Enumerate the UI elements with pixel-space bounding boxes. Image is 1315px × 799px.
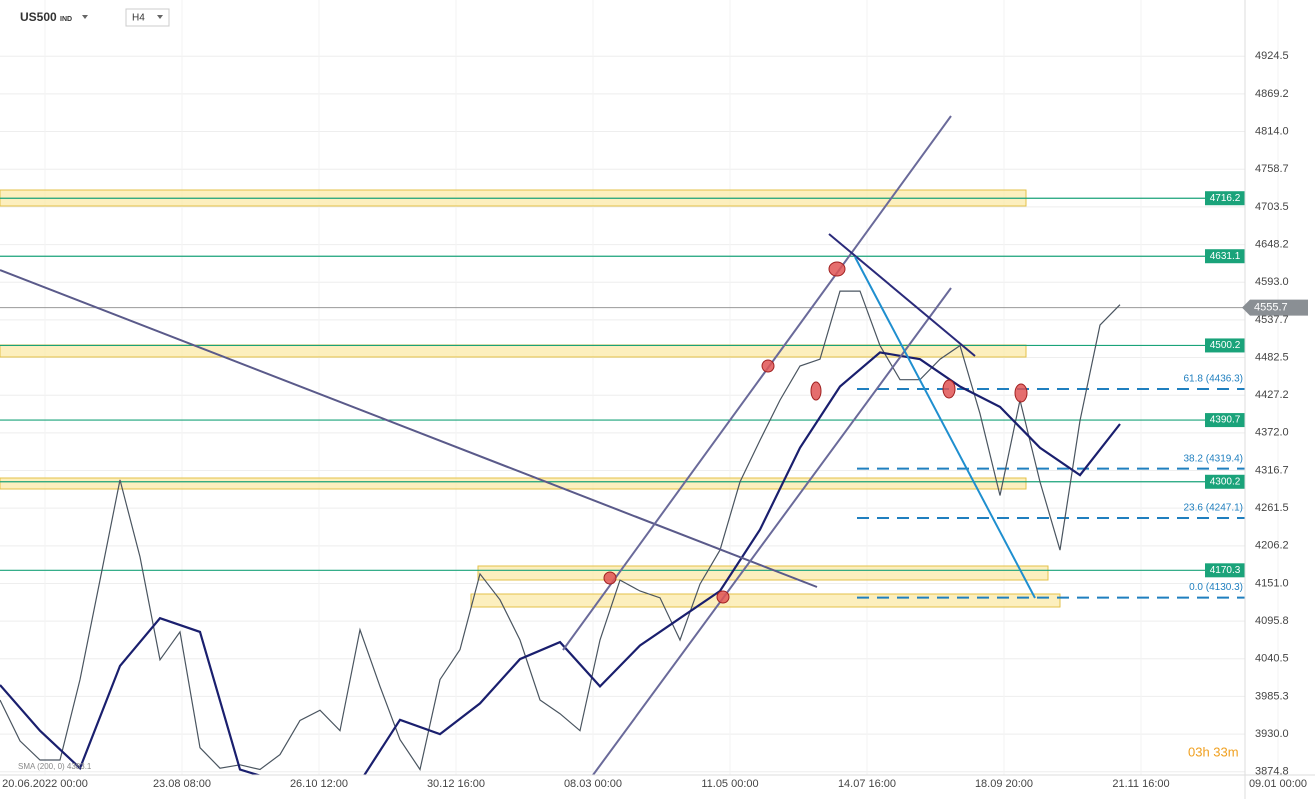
level-label: 4716.2 xyxy=(1210,193,1241,204)
x-tick-label: 14.07 16:00 xyxy=(838,778,896,790)
countdown: 03h 33m xyxy=(1188,744,1239,759)
channel-line xyxy=(592,287,952,776)
grid xyxy=(0,0,1279,775)
indicator-label: SMA (200, 0) 4383.1 xyxy=(18,762,92,771)
y-tick-label: 4206.2 xyxy=(1255,540,1289,552)
fib-label: 23.6 (4247.1) xyxy=(1184,503,1244,514)
last-price-label: 4555.7 xyxy=(1254,302,1288,314)
level-label: 4300.2 xyxy=(1210,476,1241,487)
x-tick-label: 20.06.2022 00:00 xyxy=(2,778,88,790)
trend-line xyxy=(0,269,818,588)
x-tick-label: 18.09 20:00 xyxy=(975,778,1033,790)
y-tick-label: 4703.5 xyxy=(1255,201,1289,213)
marker xyxy=(761,359,775,373)
y-tick-label: 4482.5 xyxy=(1255,351,1289,363)
y-tick-label: 3930.0 xyxy=(1255,728,1289,740)
level-label: 4390.7 xyxy=(1210,415,1241,426)
marker xyxy=(603,571,617,585)
fib-label: 0.0 (4130.3) xyxy=(1189,582,1243,593)
fib-label: 38.2 (4319.4) xyxy=(1184,453,1244,464)
x-tick-label: 09.01 00:00 xyxy=(1249,778,1307,790)
y-tick-label: 4814.0 xyxy=(1255,125,1289,137)
level-tag xyxy=(1205,413,1245,428)
fib-line xyxy=(854,256,1036,599)
y-tick-label: 3874.8 xyxy=(1255,766,1289,778)
dropdown-icon xyxy=(157,15,163,19)
level-label: 4170.3 xyxy=(1210,565,1241,576)
zone xyxy=(0,344,1027,358)
sma-line xyxy=(0,351,1121,775)
level-label: 4631.1 xyxy=(1210,251,1241,262)
y-tick-label: 4758.7 xyxy=(1255,163,1289,175)
level-tag xyxy=(1205,338,1245,353)
y-tick-label: 4869.2 xyxy=(1255,88,1289,100)
y-tick-label: 4372.0 xyxy=(1255,427,1289,439)
y-tick-label: 4095.8 xyxy=(1255,615,1289,627)
y-tick-label: 4593.0 xyxy=(1255,276,1289,288)
zone xyxy=(470,593,1061,608)
level-label: 4500.2 xyxy=(1210,340,1241,351)
level-tag xyxy=(1205,563,1245,578)
symbol[interactable]: US500 xyxy=(20,10,57,24)
y-tick-label: 4040.5 xyxy=(1255,653,1289,665)
marker xyxy=(810,381,822,401)
x-tick-label: 11.05 00:00 xyxy=(701,778,758,790)
trend-line xyxy=(828,233,976,357)
y-tick-label: 4537.7 xyxy=(1255,314,1289,326)
series xyxy=(0,290,1121,775)
level-tag xyxy=(1205,249,1245,264)
marker xyxy=(828,261,846,277)
timeframe[interactable]: H4 xyxy=(132,13,145,24)
levels: 4716.2 4631.1 4500.2 4390.7 4300.2 4170.3 61.8… xyxy=(0,191,1245,599)
x-tick-label: 08.03 00:00 xyxy=(564,778,622,790)
level-tag xyxy=(1205,474,1245,489)
marker xyxy=(1014,383,1028,403)
level-tag xyxy=(1205,191,1245,206)
x-tick-label: 23.08 08:00 xyxy=(153,778,211,790)
symbol-suffix: IND xyxy=(60,16,72,23)
price-line xyxy=(0,290,1121,771)
y-tick-label: 3985.3 xyxy=(1255,690,1289,702)
x-tick-label: 30.12 16:00 xyxy=(427,778,485,790)
marker xyxy=(716,590,730,604)
zone xyxy=(477,565,1049,581)
y-tick-label: 4648.2 xyxy=(1255,238,1289,250)
x-tick-label: 21.11 16:00 xyxy=(1112,778,1169,790)
header: US500 IND H4 SMA (200, 0) 4383.1 03h 33m xyxy=(18,8,1239,771)
marker xyxy=(942,379,956,399)
y-tick-label: 4151.0 xyxy=(1255,577,1289,589)
y-tick-label: 4924.5 xyxy=(1255,50,1289,62)
zone xyxy=(0,477,1027,490)
last-price-tag xyxy=(1242,299,1308,316)
y-tick-label: 4316.7 xyxy=(1255,464,1289,476)
y-tick-label: 4261.5 xyxy=(1255,502,1289,514)
dropdown-icon[interactable] xyxy=(82,15,88,19)
timeframe-box[interactable] xyxy=(125,8,170,27)
channel-line xyxy=(562,115,952,651)
fib-label: 61.8 (4436.3) xyxy=(1184,374,1244,385)
drawings xyxy=(0,115,1036,776)
x-tick-label: 26.10 12:00 xyxy=(290,778,348,790)
y-tick-label: 4427.2 xyxy=(1255,389,1289,401)
